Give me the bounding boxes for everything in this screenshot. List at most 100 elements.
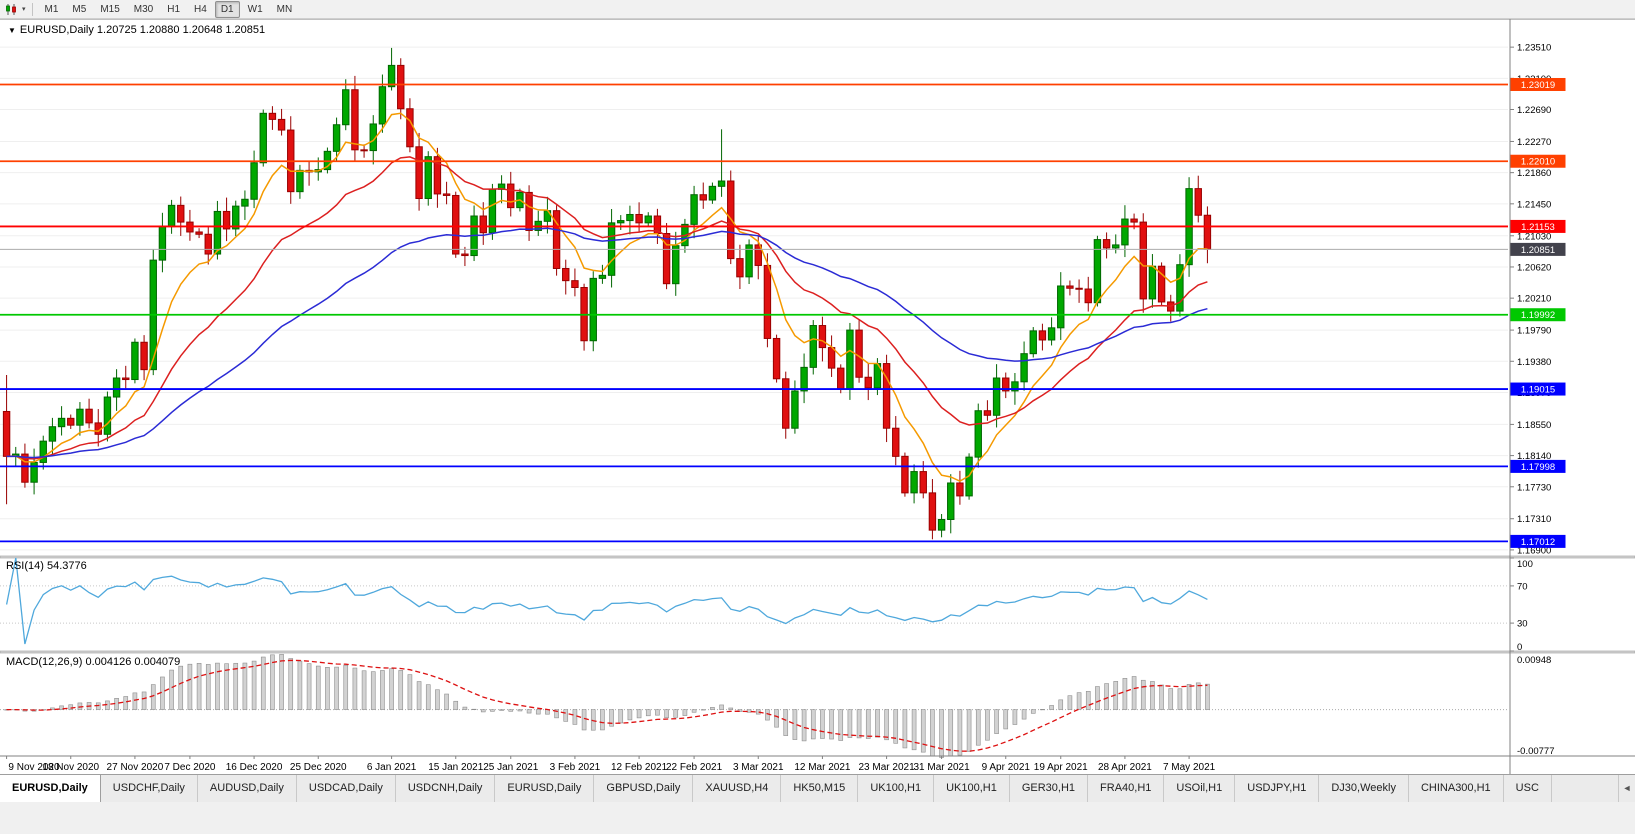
svg-text:1.22690: 1.22690 (1517, 105, 1551, 116)
svg-text:1.22010: 1.22010 (1521, 157, 1555, 168)
grid-layer (0, 46, 1508, 551)
svg-text:1.16900: 1.16900 (1517, 545, 1551, 556)
timeframe-button-h1[interactable]: H1 (167, 3, 181, 15)
moving-average-line-8 (6, 112, 1208, 483)
timeframe-button-m1[interactable]: M1 (44, 3, 59, 15)
svg-text:28 Apr 2021: 28 Apr 2021 (1098, 762, 1152, 773)
panel-splitters[interactable] (0, 555, 1635, 654)
chart-title-text: EURUSD,Daily 1.20725 1.20880 1.20648 1.2… (19, 24, 266, 36)
svg-text:25 Jan 2021: 25 Jan 2021 (483, 762, 538, 773)
chart-tab-usdcnh-daily[interactable]: USDCNH,Daily (395, 775, 496, 802)
svg-text:1.20851: 1.20851 (1521, 245, 1555, 256)
svg-text:1.17012: 1.17012 (1521, 537, 1555, 548)
svg-text:9 Apr 2021: 9 Apr 2021 (982, 762, 1031, 773)
macd-panel (0, 654, 1508, 758)
chart-tab-uk100-h1[interactable]: UK100,H1 (934, 775, 1010, 802)
svg-text:1.18550: 1.18550 (1517, 420, 1551, 431)
top-toolbar: ▾ M1 M5 M15 M30 H1 H4 D1 W1 MN (0, 0, 1635, 19)
rsi-indicator-label: RSI(14) 54.3776 (6, 560, 87, 572)
svg-text:18 Nov 2020: 18 Nov 2020 (42, 762, 99, 773)
svg-text:0.00948: 0.00948 (1517, 655, 1551, 666)
chart-tab-ger30-h1[interactable]: GER30,H1 (1009, 775, 1089, 802)
tab-scroll-left-icon[interactable]: ◄ (1618, 775, 1635, 802)
timeframe-button-m5[interactable]: M5 (72, 3, 87, 15)
macd-indicator-label: MACD(12,26,9) 0.004126 0.004079 (6, 656, 181, 668)
svg-text:1.23510: 1.23510 (1517, 43, 1551, 54)
svg-text:12 Feb 2021: 12 Feb 2021 (611, 762, 668, 773)
svg-text:1.19992: 1.19992 (1521, 310, 1555, 321)
svg-text:9 Nov 2020: 9 Nov 2020 (8, 762, 60, 773)
svg-text:1.17310: 1.17310 (1517, 514, 1551, 525)
svg-text:1.20210: 1.20210 (1517, 294, 1551, 305)
moving-average-line-21 (6, 156, 1208, 460)
svg-text:0: 0 (1517, 642, 1522, 653)
svg-text:1.21450: 1.21450 (1517, 199, 1551, 210)
svg-text:1.18140: 1.18140 (1517, 451, 1551, 462)
svg-text:16 Dec 2020: 16 Dec 2020 (226, 762, 283, 773)
toolbar-separator (31, 2, 33, 16)
price-badges: 1.23019 1.22010 1.21153 1.19992 1.19015 1.179… (1510, 77, 1566, 548)
svg-text:7 May 2021: 7 May 2021 (1163, 762, 1216, 773)
chart-tab-china300-h1[interactable]: CHINA300,H1 (1408, 775, 1504, 802)
chart-tab-usdjpy-h1[interactable]: USDJPY,H1 (1235, 775, 1320, 802)
chart-title: ▼ EURUSD,Daily 1.20725 1.20880 1.20648 1… (8, 24, 265, 36)
svg-text:1.22270: 1.22270 (1517, 137, 1551, 148)
candlesticks-layer (2, 47, 1212, 540)
svg-text:1.21153: 1.21153 (1521, 222, 1555, 233)
svg-text:1.21860: 1.21860 (1517, 168, 1551, 179)
chart-background (0, 19, 1635, 774)
svg-text:100: 100 (1517, 559, 1533, 570)
svg-text:12 Mar 2021: 12 Mar 2021 (794, 762, 851, 773)
chart-tab-usdchf-daily[interactable]: USDCHF,Daily (100, 775, 198, 802)
chart-tab-uk100-h1[interactable]: UK100,H1 (858, 775, 935, 802)
svg-text:3 Mar 2021: 3 Mar 2021 (733, 762, 784, 773)
timeframe-button-group: M1 M5 M15 M30 H1 H4 D1 W1 MN (38, 0, 300, 18)
svg-text:31 Mar 2021: 31 Mar 2021 (914, 762, 971, 773)
chart-tab-hk50-m15[interactable]: HK50,M15 (781, 775, 859, 802)
timeframe-button-m15[interactable]: M15 (100, 3, 120, 15)
timeframe-button-h4[interactable]: H4 (194, 3, 207, 15)
horizontal-lines-layer (0, 83, 1508, 543)
chart-tab-usdcad-daily[interactable]: USDCAD,Daily (296, 775, 396, 802)
svg-text:30: 30 (1517, 619, 1528, 630)
chart-tab-fra40-h1[interactable]: FRA40,H1 (1088, 775, 1165, 802)
chart-area[interactable]: 1.235101.231001.226901.222701.218601.214… (0, 19, 1635, 774)
chart-type-icon[interactable] (3, 1, 21, 17)
svg-text:1.19015: 1.19015 (1521, 385, 1555, 396)
svg-text:1.20620: 1.20620 (1517, 262, 1551, 273)
svg-text:3 Feb 2021: 3 Feb 2021 (550, 762, 601, 773)
timeframe-button-mn[interactable]: MN (276, 3, 293, 15)
chart-tab-audusd-daily[interactable]: AUDUSD,Daily (197, 775, 297, 802)
chart-tab-gbpusd-daily[interactable]: GBPUSD,Daily (594, 775, 694, 802)
svg-text:1.19380: 1.19380 (1517, 357, 1551, 368)
timeframe-button-m30[interactable]: M30 (133, 3, 154, 15)
chart-menu-icon[interactable]: ▼ (8, 25, 16, 35)
timeframe-button-w1[interactable]: W1 (247, 3, 263, 15)
chart-tab-xauusd-h4[interactable]: XAUUSD,H4 (693, 775, 782, 802)
chart-tab-dj30-weekly[interactable]: DJ30,Weekly (1319, 775, 1409, 802)
chart-tab-bar: EURUSD,Daily USDCHF,Daily AUDUSD,Daily USDC… (0, 774, 1635, 802)
svg-text:7 Dec 2020: 7 Dec 2020 (164, 762, 216, 773)
svg-text:1.21030: 1.21030 (1517, 231, 1551, 242)
svg-text:6 Jan 2021: 6 Jan 2021 (367, 762, 417, 773)
svg-text:23 Mar 2021: 23 Mar 2021 (859, 762, 916, 773)
moving-average-line-50 (6, 227, 1208, 459)
svg-text:22 Feb 2021: 22 Feb 2021 (666, 762, 723, 773)
svg-text:19 Apr 2021: 19 Apr 2021 (1034, 762, 1088, 773)
svg-text:15 Jan 2021: 15 Jan 2021 (428, 762, 483, 773)
chart-tab-usoil-h1[interactable]: USOil,H1 (1164, 775, 1236, 802)
rsi-panel (0, 557, 1508, 645)
svg-text:70: 70 (1517, 581, 1528, 592)
svg-text:1.19790: 1.19790 (1517, 326, 1551, 337)
svg-text:-0.00777: -0.00777 (1517, 746, 1555, 757)
chart-tab-usc[interactable]: USC (1503, 775, 1552, 802)
svg-text:1.23019: 1.23019 (1521, 80, 1555, 91)
timeframe-button-d1[interactable]: D1 (214, 0, 240, 18)
chart-tab-eurusd-daily[interactable]: EURUSD,Daily (495, 775, 595, 802)
svg-text:27 Nov 2020: 27 Nov 2020 (107, 762, 164, 773)
chart-type-caret-icon[interactable]: ▾ (22, 6, 26, 13)
chart-tab-eurusd-daily[interactable]: EURUSD,Daily (0, 775, 101, 802)
svg-text:1.17998: 1.17998 (1521, 462, 1555, 473)
